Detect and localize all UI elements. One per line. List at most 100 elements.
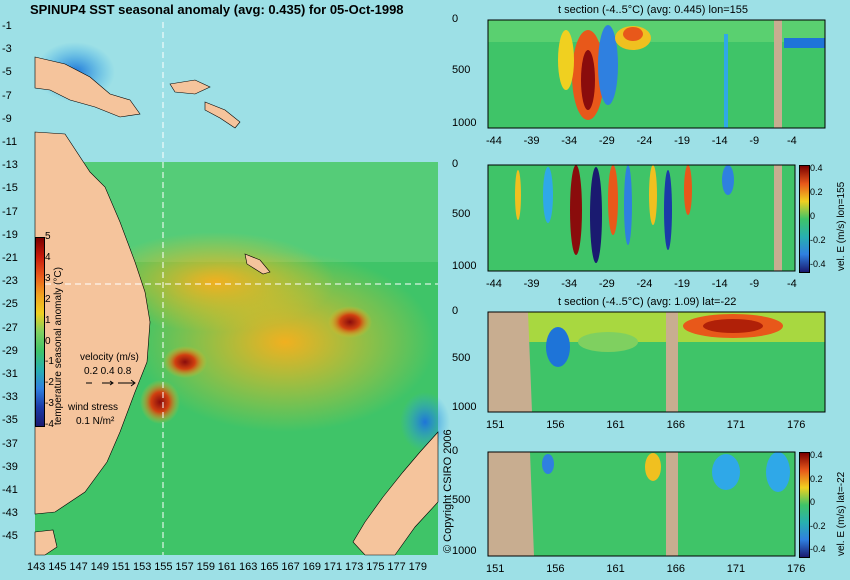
- x-tick-label: 156: [546, 419, 565, 431]
- lon-tick-label: 163: [239, 561, 258, 573]
- vel-colorbar-2: [799, 452, 810, 558]
- lat-tick-label: -33: [2, 391, 18, 404]
- colorbar-tick-label: 4: [45, 251, 51, 263]
- section-panel-1: [487, 19, 826, 129]
- map-warm-eddy: [163, 346, 207, 378]
- lon-tick-label: 145: [48, 561, 67, 573]
- vel-colorbar-1: [799, 165, 810, 273]
- map-land-solomons: [204, 101, 241, 129]
- x-tick-label: -4: [787, 278, 797, 290]
- x-tick-label: -14: [711, 135, 728, 147]
- colorbar-tick-label: -3: [45, 398, 54, 410]
- lon-tick-label: 147: [69, 561, 88, 573]
- x-tick-label: 166: [666, 419, 685, 431]
- x-tick-label: 171: [726, 419, 746, 431]
- x-tick-label: -4: [787, 135, 797, 147]
- x-tick-label: -34: [561, 278, 578, 290]
- vel-colorbar-tick: -0.4: [810, 259, 826, 269]
- lat-tick-label: -7: [2, 89, 12, 102]
- section-title: t section (-4..5°C) (avg: 0.445) lon=155: [558, 4, 748, 16]
- lon-tick-label: 171: [323, 561, 343, 573]
- lat-tick-label: -21: [2, 252, 18, 264]
- depth-tick-label: 500: [452, 63, 471, 76]
- x-tick-label: 171: [726, 563, 746, 575]
- lat-tick-label: -5: [2, 66, 12, 79]
- lat-tick-label: -19: [2, 228, 18, 241]
- x-tick-label: -29: [598, 135, 615, 147]
- lon-tick-label: 175: [366, 561, 385, 573]
- x-tick-label: -24: [636, 278, 653, 290]
- wind-stress-label: wind stress: [68, 402, 119, 413]
- x-tick-label: 161: [606, 563, 625, 575]
- velocity-scale: 0.2 0.4 0.8: [84, 366, 132, 377]
- section-title: t section (-4..5°C) (avg: 1.09) lat=-22: [558, 296, 737, 308]
- map-title: SPINUP4 SST seasonal anomaly (avg: 0.435…: [30, 2, 404, 17]
- vel-colorbar-tick: -0.2: [810, 235, 826, 245]
- lat-tick-label: -11: [2, 136, 18, 148]
- lat-tick-label: -35: [2, 414, 18, 427]
- lat-tick-label: -39: [2, 460, 18, 473]
- lat-tick-label: -3: [2, 43, 12, 56]
- vel-colorbar-label: vel. E (m/s) lat=-22: [836, 471, 847, 556]
- sst-map: [34, 22, 450, 556]
- map-colorbar-label: temperature seasonal anomaly (°C): [53, 267, 64, 425]
- section-panel-4: [487, 451, 796, 557]
- lat-tick-label: -31: [2, 368, 18, 380]
- depth-tick-label: 1000: [452, 401, 477, 413]
- velocity-arrows: [86, 379, 136, 387]
- x-tick-label: -39: [523, 135, 540, 147]
- lat-tick-label: -37: [2, 437, 18, 450]
- lat-tick-label: -23: [2, 275, 18, 288]
- lat-tick-label: -41: [2, 484, 18, 496]
- section-panel-2: [487, 164, 796, 272]
- lon-tick-label: 165: [260, 561, 279, 573]
- x-tick-label: -44: [486, 278, 502, 290]
- vel-colorbar-tick: -0.2: [810, 520, 826, 531]
- map-warm-eddy: [140, 380, 180, 424]
- depth-tick-label: 0: [452, 305, 459, 317]
- x-tick-label: 156: [546, 563, 565, 575]
- lon-tick-label: 169: [302, 561, 321, 573]
- x-tick-label: 151: [486, 419, 505, 431]
- lon-tick-label: 143: [27, 561, 46, 573]
- x-tick-label: -19: [674, 135, 691, 147]
- depth-tick-label: 0: [452, 445, 459, 457]
- lat-tick-label: -1: [2, 20, 12, 32]
- vel-colorbar-tick: 0.2: [810, 473, 823, 484]
- x-tick-label: -14: [711, 278, 728, 290]
- lat-tick-label: -27: [2, 321, 18, 334]
- depth-tick-label: 500: [452, 207, 471, 220]
- vel-colorbar-tick: -0.4: [810, 544, 826, 554]
- lat-tick-label: -29: [2, 344, 18, 357]
- vel-colorbar-tick: 0.4: [810, 450, 823, 460]
- lon-tick-label: 167: [281, 561, 300, 573]
- colorbar-tick-label: -1: [45, 356, 54, 368]
- lon-tick-label: 173: [345, 561, 364, 573]
- depth-tick-label: 0: [452, 158, 459, 170]
- depth-tick-label: 1000: [452, 116, 477, 129]
- vel-colorbar-tick: 0.4: [810, 163, 823, 173]
- x-tick-label: -19: [674, 278, 691, 290]
- wind-stress-scale: 0.1 N/m²: [76, 416, 115, 427]
- lon-tick-label: 149: [90, 561, 109, 573]
- map-colorbar: [35, 237, 45, 427]
- lat-tick-label: -25: [2, 298, 18, 311]
- lat-tick-label: -43: [2, 507, 18, 520]
- map-land-new-britain: [169, 79, 211, 95]
- lon-tick-label: 157: [175, 561, 194, 573]
- vel-colorbar-label: vel. E (m/s) lon=155: [836, 181, 847, 271]
- x-tick-label: -39: [523, 278, 540, 290]
- colorbar-tick-label: -4: [45, 419, 54, 431]
- colorbar-tick-label: 1: [45, 314, 51, 326]
- map-land-new-zealand: [352, 431, 439, 556]
- vel-colorbar-tick: 0: [810, 211, 816, 221]
- map-land-tasmania: [34, 529, 58, 556]
- lon-tick-label: 159: [196, 561, 215, 573]
- lon-tick-label: 161: [217, 561, 237, 573]
- section-panel-3: [487, 311, 826, 413]
- colorbar-tick-label: 0: [45, 335, 51, 347]
- colorbar-tick-label: 5: [45, 231, 51, 242]
- x-tick-label: -34: [561, 135, 578, 147]
- map-warm-region: [95, 232, 335, 332]
- colorbar-tick-label: 2: [45, 293, 51, 305]
